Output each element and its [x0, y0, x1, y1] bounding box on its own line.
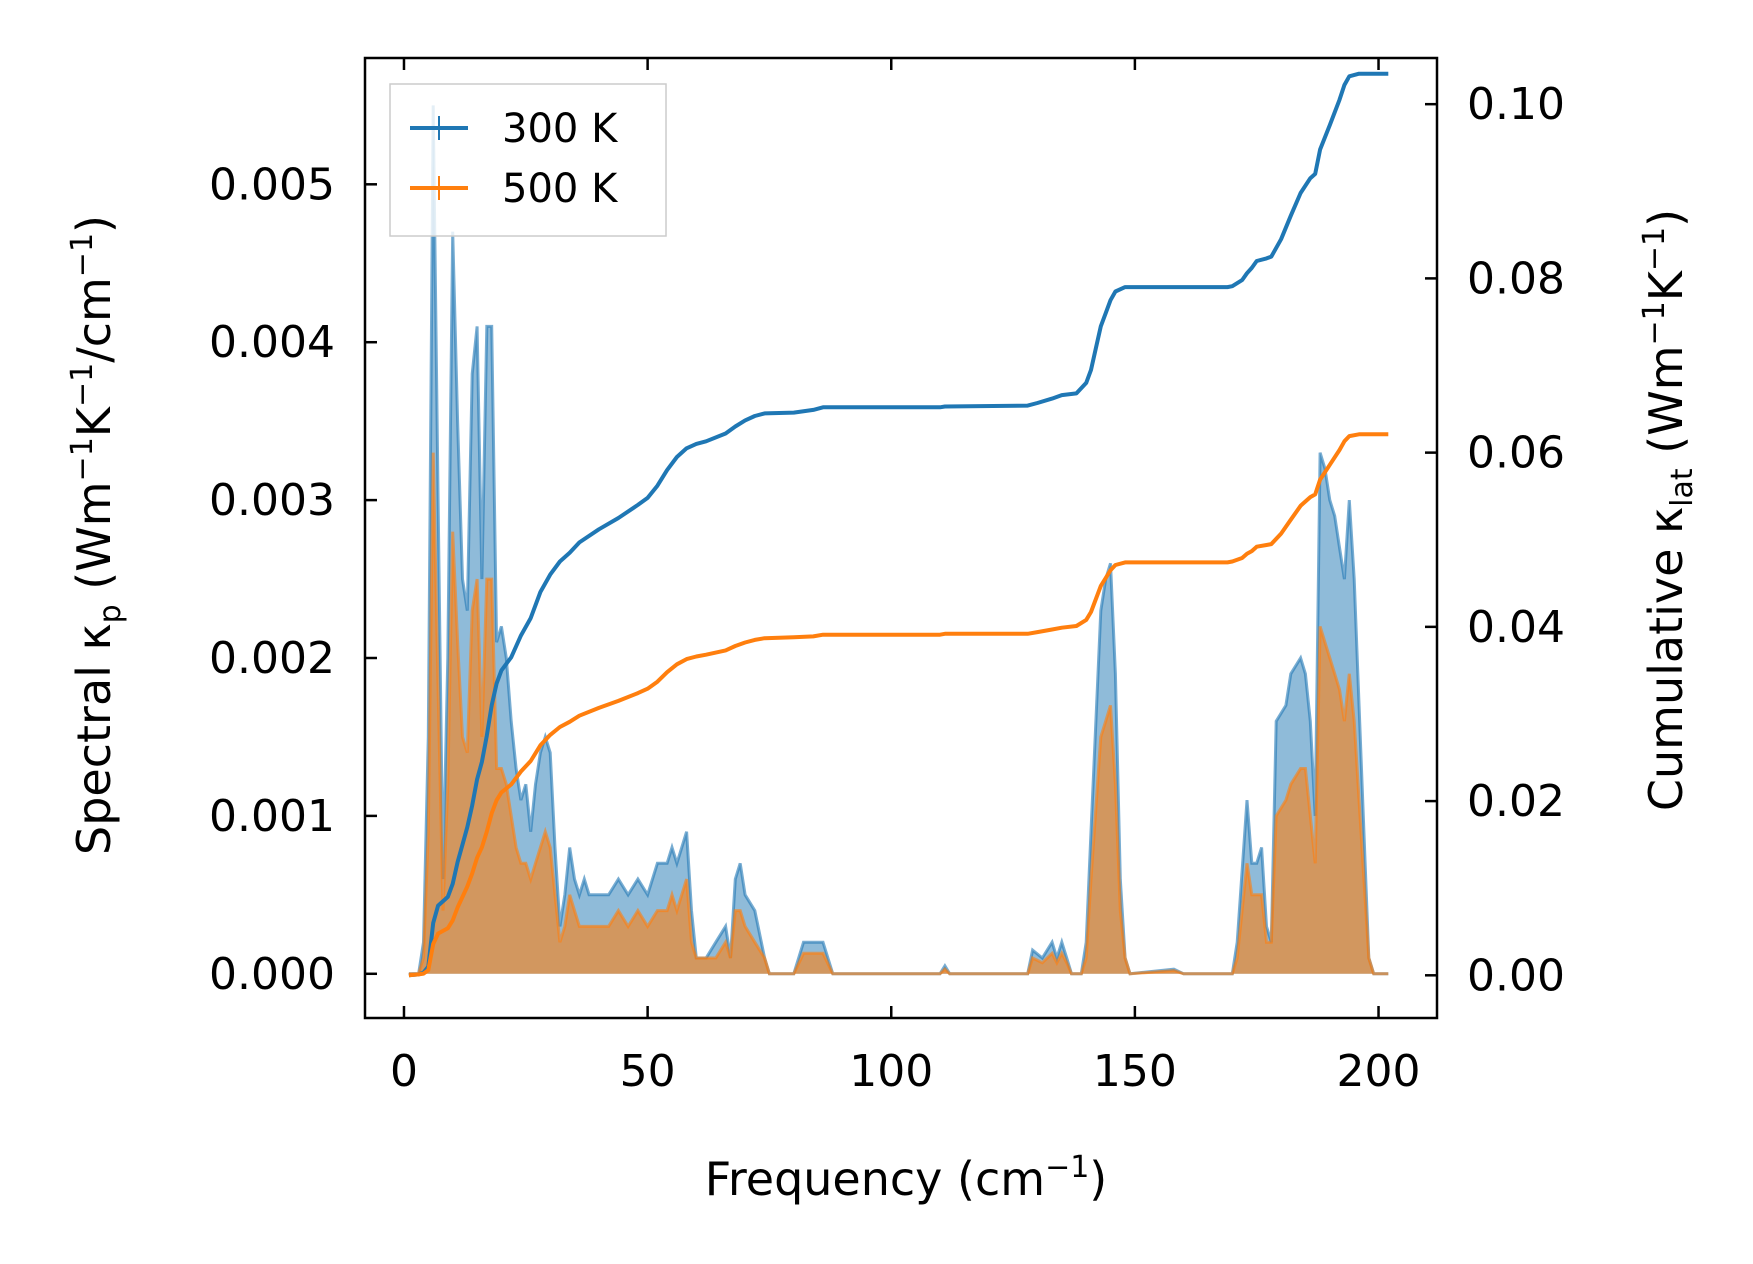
legend-label-500k: 500 K: [502, 166, 619, 212]
x-tick-label: 200: [1337, 1046, 1421, 1097]
spectral-line-500k: [408, 452, 1389, 976]
legend-box: [389, 83, 667, 237]
spectral-fill-500k: [408, 452, 1389, 974]
x-axis-label: Frequency (cm−1): [705, 1150, 1108, 1206]
x-tick-label: 50: [620, 1046, 676, 1097]
y-left-tick-label: 0.001: [209, 791, 335, 842]
y-left-tick-label: 0.000: [209, 949, 335, 1000]
axis-tick-labels: 0 50 100 150 200 0.000 0.001 0.002 0.003 0.004 0.0…: [209, 79, 1565, 1097]
x-tick-label: 100: [849, 1046, 933, 1097]
spectral-fills: [408, 105, 1389, 976]
series-lines: [408, 71, 1389, 978]
x-tick-label: 150: [1093, 1046, 1177, 1097]
y-right-tick-label: 0.06: [1467, 428, 1565, 479]
y-left-tick-label: 0.002: [209, 633, 335, 684]
axis-ticks: [365, 58, 1437, 1018]
y-left-tick-label: 0.003: [209, 475, 335, 526]
y-right-tick-label: 0.08: [1467, 253, 1565, 304]
x-tick-label: 0: [390, 1046, 418, 1097]
y-axis-right-label: Cumulative κlat (Wm−1K−1): [1637, 209, 1700, 811]
cumulative-line-300k: [408, 71, 1389, 978]
legend-label-300k: 300 K: [502, 106, 619, 152]
y-left-tick-label: 0.004: [209, 317, 335, 368]
cumulative-line-500k: [408, 432, 1389, 978]
plot-frame: [363, 56, 1439, 1020]
y-right-tick-label: 0.04: [1467, 602, 1565, 653]
y-right-tick-label: 0.00: [1467, 950, 1565, 1001]
y-right-tick-label: 0.02: [1467, 776, 1565, 827]
y-left-tick-label: 0.005: [209, 159, 335, 210]
legend: 300 K 500 K: [389, 83, 667, 237]
y-axis-left-label: Spectral κp (Wm−1K−1/cm−1): [65, 215, 128, 855]
y-right-tick-label: 0.10: [1467, 79, 1565, 130]
